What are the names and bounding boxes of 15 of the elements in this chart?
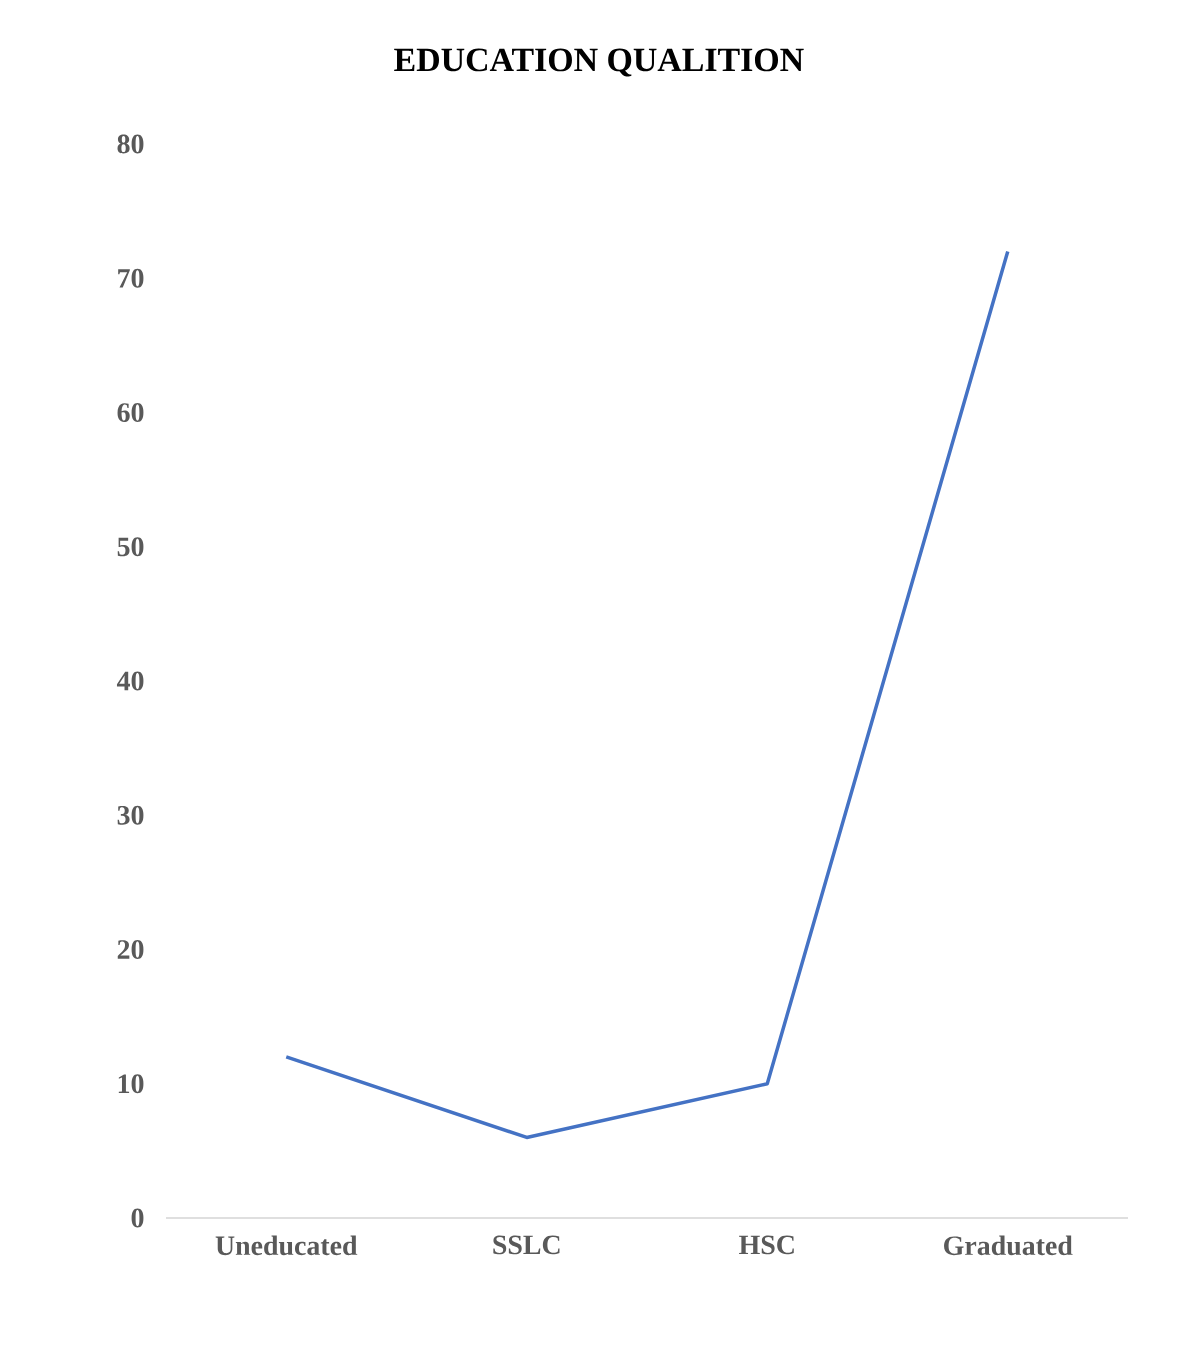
x-tick-label: HSC [739, 1235, 794, 1255]
y-tick-label: 30 [117, 805, 144, 825]
x-tick-label: Uneducated [215, 1235, 358, 1256]
x-tick-label: Graduated [944, 1235, 1073, 1256]
y-tick-label: 50 [117, 537, 144, 557]
y-tick-label: 0 [131, 1208, 144, 1228]
y-tick-label: 60 [117, 403, 144, 422]
y-tick-label: 40 [116, 671, 144, 691]
chart-title: EDUCATION QUALITION [394, 48, 804, 77]
x-tick-label: SSLC [493, 1235, 560, 1255]
y-tick-label: 20 [117, 940, 144, 959]
y-tick-label: 10 [118, 1074, 144, 1094]
y-tick-label: 70 [118, 268, 144, 288]
line-series [284, 249, 1010, 1140]
y-tick-label: 80 [117, 134, 144, 154]
